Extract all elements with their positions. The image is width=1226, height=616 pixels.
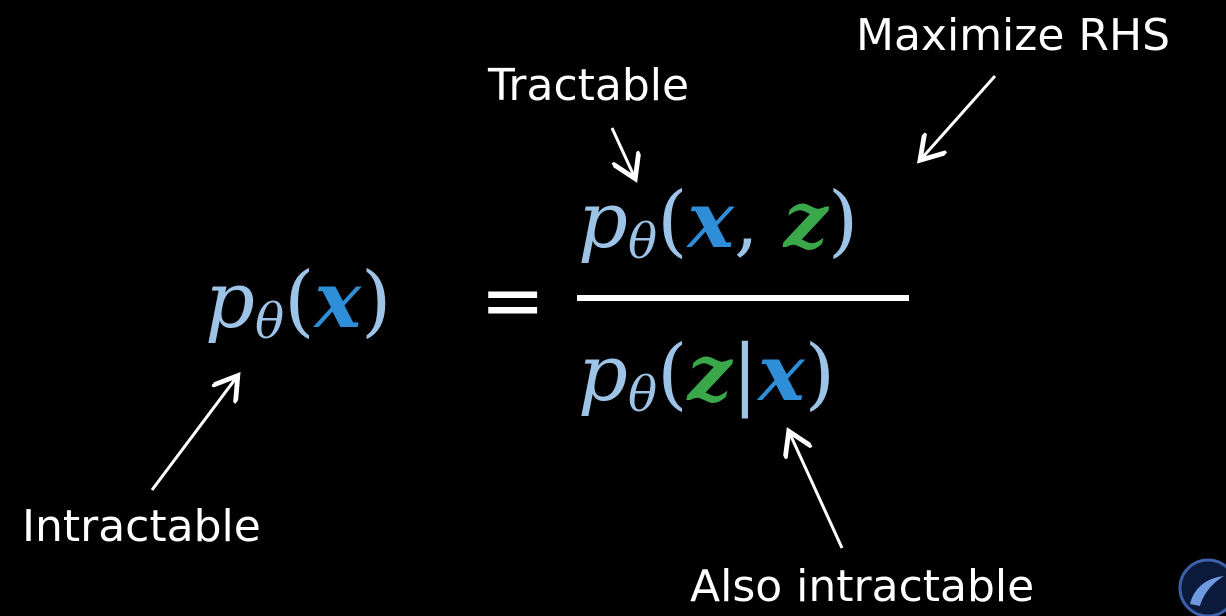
maximize-rhs-label: Maximize RHS <box>856 10 1171 61</box>
num-open-paren: ( <box>657 176 688 266</box>
den-x: x <box>758 328 805 419</box>
channel-logo-icon <box>1178 558 1226 616</box>
num-x: x <box>687 175 735 266</box>
den-z: z <box>687 328 732 419</box>
equals-sign: = <box>480 256 546 346</box>
lhs-open-paren: ( <box>284 256 315 346</box>
num-p: p <box>578 176 628 266</box>
lhs-close-paren: ) <box>361 256 392 346</box>
den-open-paren: ( <box>657 329 688 419</box>
num-theta: θ <box>627 213 658 270</box>
lhs-theta: θ <box>254 293 285 350</box>
tractable-arrow-icon <box>610 127 634 176</box>
tractable-label: Tractable <box>488 60 690 111</box>
num-comma: , <box>734 176 759 266</box>
intractable-arrow-icon <box>150 378 236 491</box>
denominator-posterior: pθ(z|x) <box>578 335 835 419</box>
num-z: z <box>783 175 828 266</box>
maximize-arrow-icon <box>922 75 997 158</box>
num-close-paren: ) <box>827 176 859 266</box>
lhs-p: p <box>205 256 255 346</box>
also-intractable-arrow-icon <box>790 434 844 549</box>
lhs-x: x <box>314 255 362 346</box>
lhs-marginal-likelihood: pθ(x) <box>205 262 391 346</box>
fraction-bar <box>577 295 909 301</box>
den-close-paren: ) <box>804 329 836 419</box>
den-p: p <box>578 329 628 419</box>
intractable-label: Intractable <box>22 501 261 552</box>
den-conditional-bar: | <box>731 329 759 419</box>
den-theta: θ <box>627 366 658 423</box>
also-intractable-label: Also intractable <box>690 561 1035 612</box>
numerator-joint: pθ(x, z) <box>578 182 858 266</box>
